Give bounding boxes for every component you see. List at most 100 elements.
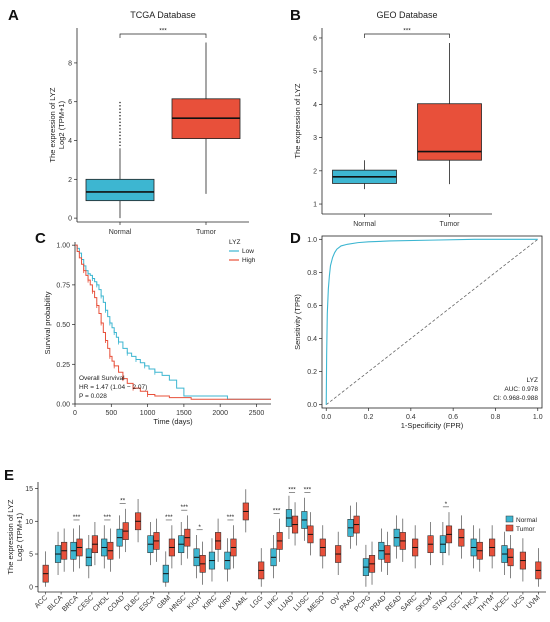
outlier-point xyxy=(119,144,121,147)
panel-label-c: C xyxy=(35,230,46,247)
x-tick-label: 2000 xyxy=(212,410,228,417)
x-tick-label: 1500 xyxy=(176,410,192,417)
x-tick-label-lgg: LGG xyxy=(249,594,264,609)
annotation-line: HR = 1.47 (1.04 − 2.07) xyxy=(79,384,147,391)
sig-label-luad: *** xyxy=(288,486,296,493)
x-tick-label-ucec: UCEC xyxy=(492,594,511,613)
x-tick-label-esca: ESCA xyxy=(138,594,157,613)
y-tick-label: 0.0 xyxy=(307,402,317,409)
x-tick-label-laml: LAML xyxy=(231,594,249,612)
x-tick-label-meso: MESO xyxy=(307,594,327,614)
x-tick-label: 0.4 xyxy=(406,414,416,421)
x-tick-label: 1000 xyxy=(140,410,156,417)
sig-label-kirp: *** xyxy=(227,514,235,521)
y-tick-label: 4 xyxy=(313,102,317,109)
x-tick-label-hnsc: HNSC xyxy=(169,594,188,613)
y-tick-label: 1 xyxy=(313,202,317,209)
plot-frame xyxy=(321,235,543,409)
y-tick-label: 0.4 xyxy=(307,336,317,343)
chart-b-geo-boxplot: GEO Database 1 2 3 4 5 6 The expression of LYZ N… xyxy=(293,10,492,228)
y-tick-label: 6 xyxy=(68,99,72,106)
outlier-point xyxy=(119,124,121,127)
outlier-point xyxy=(119,111,121,114)
y-axis-label: The expression of LYZ xyxy=(6,499,15,574)
y-tick-label: 15 xyxy=(25,486,33,493)
outlier-point xyxy=(119,118,121,120)
x-tick-label-ucs: UCS xyxy=(511,594,527,610)
y-tick-label: 3 xyxy=(313,135,317,142)
panel-label-e: E xyxy=(4,467,14,484)
outlier-point xyxy=(119,134,121,137)
chart-title: TCGA Database xyxy=(130,10,196,20)
outlier-point xyxy=(119,131,121,133)
roc-curve xyxy=(325,238,538,405)
legend-label-normal: Normal xyxy=(516,517,538,524)
x-tick-label: 0.6 xyxy=(448,414,458,421)
sig-label-brca: *** xyxy=(73,514,81,521)
roc-legend-line: CI: 0.968-0.988 xyxy=(493,395,538,402)
y-tick-label: 10 xyxy=(25,519,33,526)
significance-label: *** xyxy=(159,28,167,35)
y-tick-label: 0.75 xyxy=(56,282,70,289)
x-tick-label-coad: COAD xyxy=(107,594,126,613)
box-normal xyxy=(85,178,155,202)
chart-c-survival-curve: 0.00 0.25 0.50 0.75 1.00 0 500 1000 1500 2000 2500… xyxy=(43,239,271,426)
chart-title: GEO Database xyxy=(376,10,437,20)
x-tick-label: 500 xyxy=(105,410,117,417)
y-tick-label: 5 xyxy=(29,552,33,559)
x-tick-label: 1.0 xyxy=(533,414,543,421)
x-tick-label-brca: BRCA xyxy=(61,594,80,613)
y-tick-label: 0.50 xyxy=(56,322,70,329)
outlier-point xyxy=(119,137,121,140)
x-axis-label: Time (days) xyxy=(153,417,193,426)
x-tick-label-luad: LUAD xyxy=(277,594,295,612)
x-tick-label-read: READ xyxy=(384,594,403,613)
outlier-point xyxy=(119,104,121,107)
legend-swatch-normal xyxy=(505,515,514,523)
sig-label-lusc: *** xyxy=(304,486,312,493)
x-tick-label: Tumor xyxy=(196,229,217,236)
x-tick-label: Tumor xyxy=(440,221,461,228)
x-tick-label: 0.0 xyxy=(321,414,331,421)
significance-bracket xyxy=(119,33,207,38)
y-axis-label: Survival probability xyxy=(43,291,52,354)
y-axis-label-2: Log2 (TPM+1) xyxy=(15,512,24,561)
x-tick-label-kich: KICH xyxy=(186,594,203,611)
outlier-point xyxy=(119,141,121,143)
sig-label-coad: ** xyxy=(120,498,126,505)
y-tick-label: 8 xyxy=(68,60,72,67)
y-tick-label: 4 xyxy=(68,138,72,145)
annotation-line: Overall Survival xyxy=(79,375,125,382)
sig-label-stad: * xyxy=(445,501,448,508)
legend-label-low: Low xyxy=(242,248,254,255)
panel-label-d: D xyxy=(290,230,301,247)
chart-d-roc-curve: 0.0 0.2 0.4 0.6 0.8 1.0 0.0 0.2 0.4 0.6 0.8 1.0 1-Sp… xyxy=(293,235,543,430)
chart-a-tcga-boxplot: TCGA Database 0 2 4 6 8 The expression of LYZ L… xyxy=(48,10,249,236)
x-tick-label-cesc: CESC xyxy=(77,594,96,613)
x-tick-label: 2500 xyxy=(249,410,265,417)
legend-swatch-tumor xyxy=(505,524,514,532)
x-tick-label-prad: PRAD xyxy=(369,594,388,613)
significance-bracket xyxy=(364,33,450,38)
x-tick-label-dlbc: DLBC xyxy=(123,594,141,612)
sig-label-gbm: *** xyxy=(165,514,173,521)
x-tick-label-skcm: SKCM xyxy=(415,594,434,613)
x-tick-label-uvm: UVM xyxy=(526,594,542,610)
y-tick-label: 6 xyxy=(313,35,317,42)
x-tick-label: 0.2 xyxy=(364,414,374,421)
x-tick-label: 0 xyxy=(73,410,77,417)
roc-legend-line: LYZ xyxy=(527,377,538,384)
x-tick-label-tgct: TGCT xyxy=(446,594,465,613)
legend-label-tumor: Tumor xyxy=(516,526,535,533)
y-tick-label: 0.2 xyxy=(307,369,317,376)
y-tick-label: 0 xyxy=(68,216,72,223)
sig-label-lihc: *** xyxy=(273,507,281,514)
sig-label-kich: * xyxy=(198,524,201,531)
x-tick-label: 0.8 xyxy=(491,414,501,421)
survival-line-high xyxy=(75,244,271,400)
x-tick-label: Normal xyxy=(109,229,132,236)
legend-label-high: High xyxy=(242,257,256,264)
sig-label-hnsc: *** xyxy=(180,504,188,511)
